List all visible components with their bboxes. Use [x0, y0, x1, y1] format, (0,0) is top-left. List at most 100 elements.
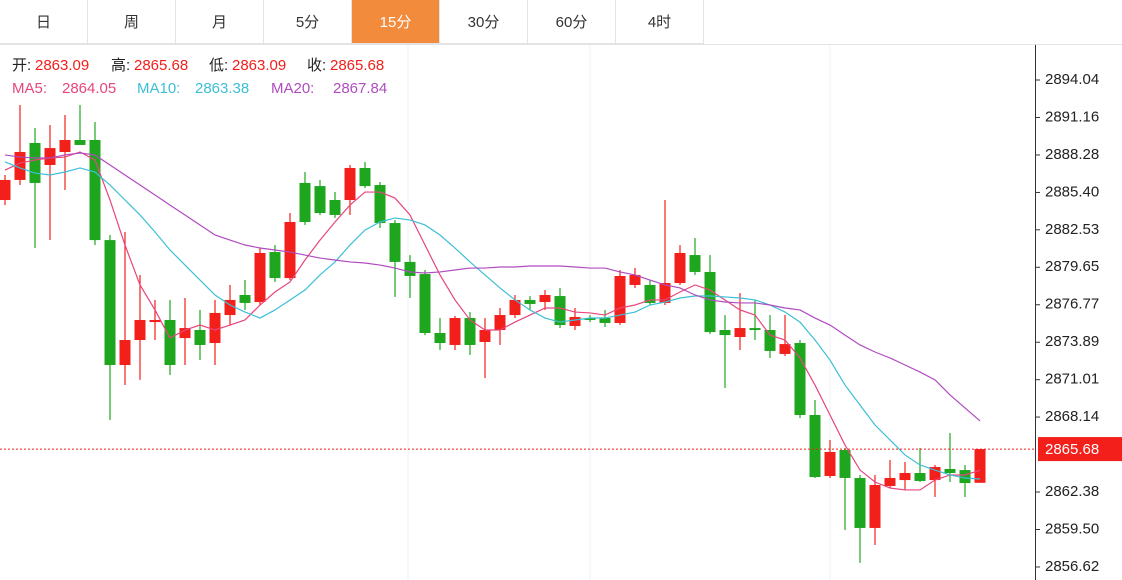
- candle-body: [614, 275, 626, 323]
- candle-body: [824, 451, 836, 477]
- tab[interactable]: 月: [176, 0, 264, 44]
- candle-body: [749, 328, 761, 331]
- candle-body: [164, 319, 176, 366]
- candle-body: [14, 151, 26, 180]
- candle-body: [599, 318, 611, 323]
- y-tick-label: 2888.28: [1045, 146, 1099, 163]
- y-tick-label: 2876.77: [1045, 296, 1099, 313]
- y-tick-label: 2871.01: [1045, 371, 1099, 388]
- y-tick-label: 2856.62: [1045, 558, 1099, 575]
- tab[interactable]: 周: [88, 0, 176, 44]
- candle-body: [254, 252, 266, 303]
- current-price-label: 2865.68: [1045, 441, 1099, 458]
- candle-body: [899, 473, 911, 481]
- candle-body: [629, 274, 641, 285]
- candle-body: [314, 186, 326, 214]
- candle-body: [734, 328, 746, 338]
- tab[interactable]: 5分: [264, 0, 352, 44]
- ohlc-label: 高:: [111, 57, 130, 74]
- candle-body: [104, 240, 116, 366]
- candle-body: [29, 142, 41, 183]
- candle-body: [134, 319, 146, 341]
- candle-body: [194, 330, 206, 345]
- ohlc-label: 收:: [307, 57, 326, 74]
- candle-body: [779, 344, 791, 354]
- candle-body: [224, 299, 236, 316]
- candle-body: [809, 414, 821, 478]
- candle-body: [374, 185, 386, 224]
- ma-legend-value: 2867.84: [333, 80, 387, 97]
- ohlc-label: 低:: [209, 57, 228, 74]
- candle-body: [839, 449, 851, 478]
- ma-legend-value: 2863.38: [195, 80, 249, 97]
- candle-body: [524, 299, 536, 304]
- candle-body: [569, 316, 581, 326]
- candle-body: [44, 148, 56, 165]
- ohlc-value: 2865.68: [134, 57, 188, 74]
- candle-body: [929, 467, 941, 481]
- ma-legend-name: MA5:: [12, 80, 47, 97]
- candle-body: [329, 199, 341, 215]
- ohlc-label: 开:: [12, 57, 31, 74]
- ma-line: [4, 161, 981, 480]
- candle-body: [509, 299, 521, 316]
- candle-body: [119, 340, 131, 366]
- candle-body: [944, 468, 956, 474]
- candle-body: [479, 330, 491, 342]
- ma-legend-value: 2864.05: [62, 80, 116, 97]
- candle-body: [974, 449, 986, 483]
- candle-body: [554, 296, 566, 326]
- candle-body: [209, 312, 221, 344]
- y-tick-label: 2894.04: [1045, 71, 1099, 88]
- candle-body: [449, 318, 461, 345]
- candle-body: [869, 484, 881, 528]
- candle-body: [404, 261, 416, 276]
- candle-body: [794, 343, 806, 415]
- y-tick-label: 2873.89: [1045, 333, 1099, 350]
- candle-body: [269, 252, 281, 279]
- tab[interactable]: 15分: [352, 0, 440, 44]
- y-tick-label: 2879.65: [1045, 258, 1099, 275]
- y-tick-label: 2882.53: [1045, 221, 1099, 238]
- candle-body: [644, 284, 656, 303]
- candle-body: [299, 182, 311, 222]
- candle-body: [854, 477, 866, 528]
- candle-body: [389, 223, 401, 262]
- ma-line: [4, 152, 981, 422]
- candle-body: [149, 319, 161, 323]
- tab[interactable]: 30分: [440, 0, 528, 44]
- ohlc-value: 2863.09: [232, 57, 286, 74]
- tab[interactable]: 60分: [528, 0, 616, 44]
- y-tick-label: 2868.14: [1045, 408, 1099, 425]
- candle-body: [914, 473, 926, 481]
- tab-bar: 日周月 5分 15分 30分 60分 4时: [0, 0, 704, 44]
- candle-body: [884, 477, 896, 487]
- candle-body: [284, 221, 296, 279]
- candle-body: [689, 255, 701, 272]
- candle-body: [719, 330, 731, 336]
- candle-body: [0, 179, 11, 200]
- ma-line: [4, 151, 981, 491]
- ohlc-value: 2865.68: [330, 57, 384, 74]
- candle-body: [539, 294, 551, 303]
- tab[interactable]: 日: [0, 0, 88, 44]
- current-price-box: [1038, 437, 1122, 462]
- tab[interactable]: 4时: [616, 0, 704, 44]
- y-tick-label: 2859.50: [1045, 520, 1099, 537]
- ma-legend-name: MA20:: [271, 80, 314, 97]
- candle-body: [74, 140, 86, 145]
- candle-body: [89, 140, 101, 241]
- candle-body: [239, 294, 251, 303]
- candle-body: [59, 140, 71, 152]
- candle-body: [179, 328, 191, 339]
- y-tick-label: 2885.40: [1045, 183, 1099, 200]
- ohlc-value: 2863.09: [35, 57, 89, 74]
- candle-body: [659, 283, 671, 303]
- candle-body: [434, 332, 446, 344]
- candle-body: [704, 271, 716, 333]
- candle-body: [494, 315, 506, 331]
- candle-body: [764, 330, 776, 351]
- ma-legend-name: MA10:: [137, 80, 180, 97]
